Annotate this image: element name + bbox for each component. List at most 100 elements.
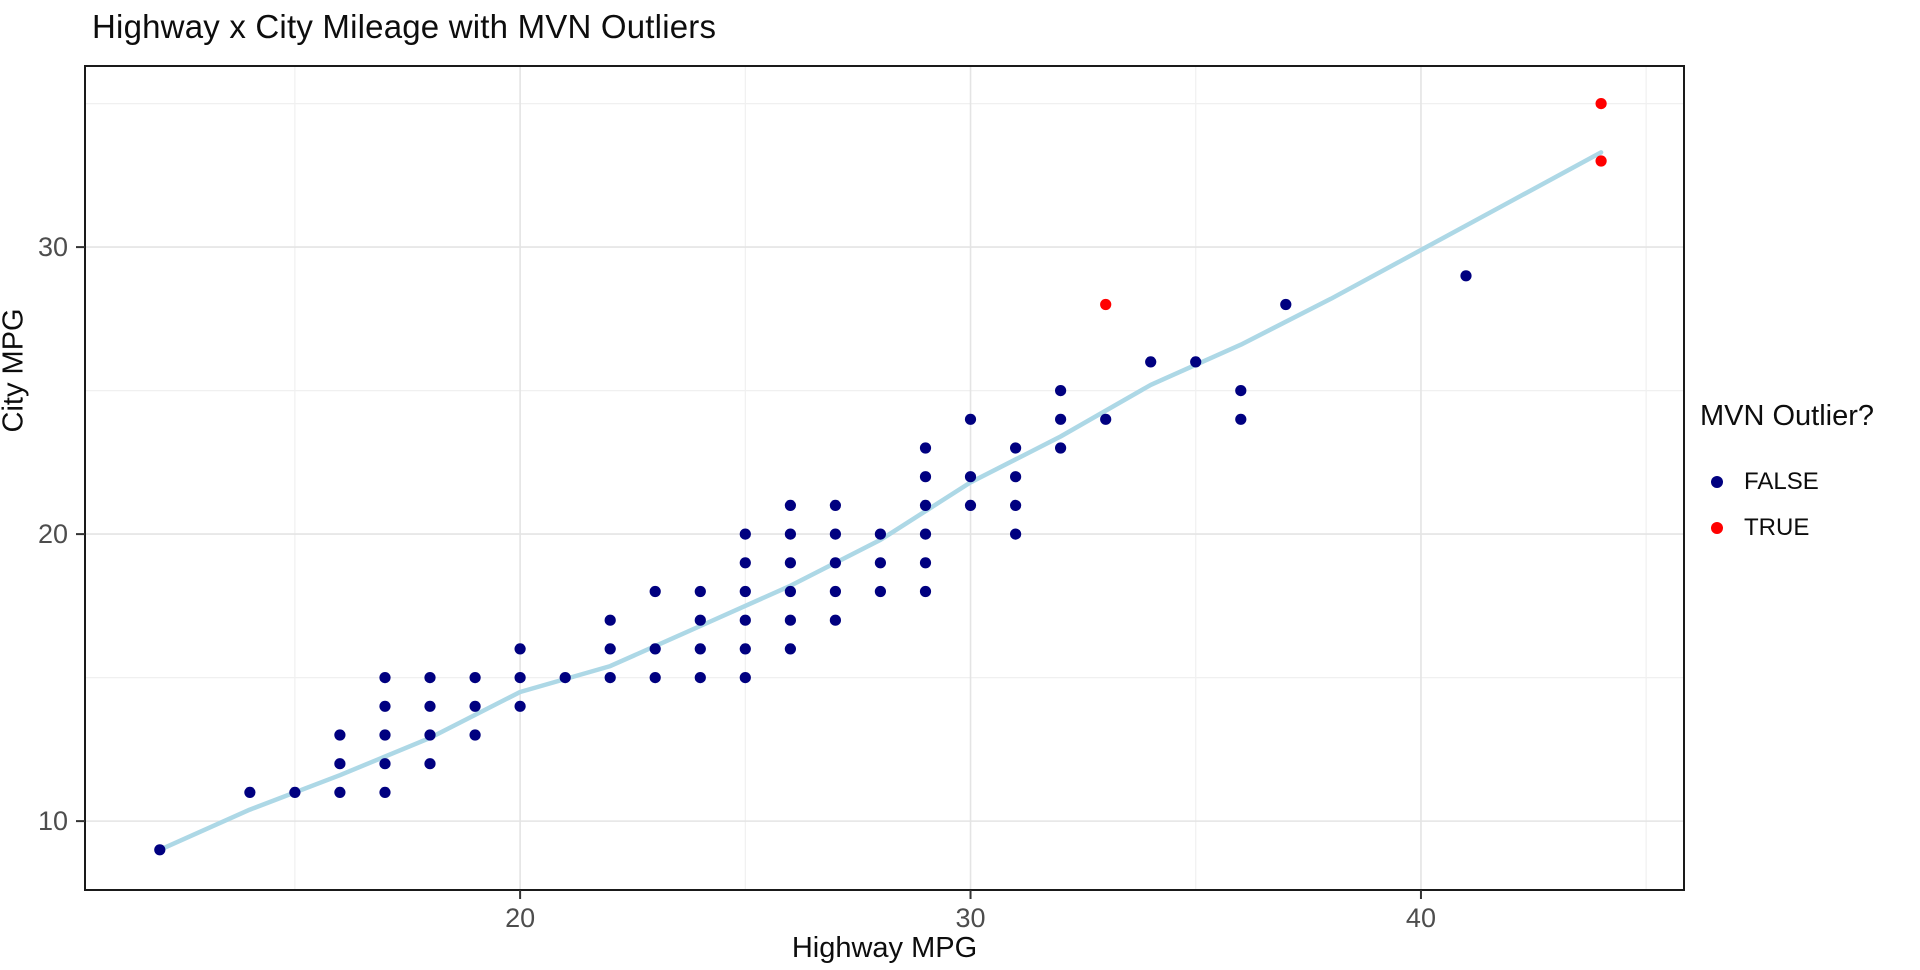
false-point-icon — [1711, 476, 1723, 488]
data-point-false — [469, 700, 481, 712]
data-point-false — [514, 672, 526, 684]
data-point-false — [829, 557, 842, 569]
legend: MVN Outlier? FALSE TRUE — [1700, 400, 1915, 551]
legend-title: MVN Outlier? — [1700, 400, 1875, 432]
data-point-false — [1010, 442, 1022, 454]
legend-item-true: TRUE — [1700, 505, 1915, 551]
data-point-false — [1010, 499, 1022, 511]
data-point-false — [604, 643, 616, 655]
x-tick-label: 30 — [956, 903, 986, 933]
x-tick-label: 20 — [505, 903, 535, 933]
data-point-false — [829, 585, 842, 598]
data-point-false — [739, 557, 751, 569]
data-point-false — [784, 614, 797, 626]
data-point-false — [739, 614, 751, 626]
data-point-false — [739, 585, 751, 598]
data-point-false — [1145, 356, 1157, 368]
data-point-false — [919, 585, 932, 598]
data-point-false — [424, 729, 436, 741]
data-point-false — [379, 672, 391, 684]
data-point-false — [829, 528, 842, 540]
legend-key-true — [1700, 511, 1734, 545]
data-point-false — [874, 528, 887, 540]
data-point-false — [784, 557, 797, 569]
data-point-false — [1235, 385, 1247, 397]
y-tick-label: 30 — [38, 232, 68, 262]
legend-item-false: FALSE — [1700, 459, 1915, 505]
data-point-false — [424, 672, 436, 684]
legend-key-false — [1700, 465, 1734, 499]
data-point-false — [334, 758, 346, 770]
data-point-false — [694, 672, 706, 684]
data-point-false — [919, 528, 932, 540]
data-point-false — [1280, 298, 1292, 311]
data-point-false — [604, 614, 616, 626]
data-point-false — [964, 471, 977, 483]
data-point-false — [379, 700, 391, 712]
data-point-false — [964, 413, 977, 425]
data-point-false — [649, 672, 661, 684]
data-point-false — [649, 643, 661, 655]
legend-label-true: TRUE — [1744, 514, 1810, 541]
data-point-false — [694, 643, 706, 655]
legend-label-false: FALSE — [1744, 468, 1819, 495]
y-tick-label: 10 — [38, 806, 68, 836]
y-tick-label: 20 — [38, 519, 68, 549]
data-point-false — [244, 786, 256, 799]
data-point-false — [514, 700, 526, 712]
data-point-false — [424, 758, 436, 770]
data-point-false — [1055, 442, 1067, 454]
plot-title: Highway x City Mileage with MVN Outliers — [92, 8, 717, 45]
data-point-false — [289, 786, 301, 799]
data-point-false — [514, 643, 526, 655]
data-point-false — [784, 643, 797, 655]
data-point-false — [739, 672, 751, 684]
data-point-false — [919, 557, 932, 569]
data-point-false — [739, 643, 751, 655]
data-point-false — [469, 729, 481, 741]
data-point-false — [784, 528, 797, 540]
data-point-false — [334, 786, 346, 799]
data-point-false — [919, 499, 932, 511]
y-axis-title: City MPG — [0, 308, 30, 433]
data-point-false — [694, 614, 706, 626]
panel-background — [85, 66, 1684, 890]
data-point-false — [784, 499, 797, 511]
data-point-false — [1010, 528, 1022, 540]
data-point-true — [1100, 298, 1112, 311]
data-point-false — [784, 585, 797, 598]
data-point-true — [1595, 98, 1607, 110]
data-point-false — [1460, 270, 1472, 282]
data-point-false — [739, 528, 751, 540]
x-tick-label: 40 — [1406, 903, 1436, 933]
data-point-false — [559, 672, 571, 684]
true-point-icon — [1711, 522, 1723, 534]
panel-border — [84, 65, 1685, 891]
data-point-false — [424, 700, 436, 712]
data-point-false — [334, 729, 346, 741]
data-point-false — [694, 585, 706, 598]
data-point-false — [1055, 385, 1067, 397]
data-point-false — [469, 672, 481, 684]
data-point-true — [1595, 155, 1607, 167]
data-point-false — [1235, 413, 1247, 425]
x-axis-title: Highway MPG — [791, 932, 978, 964]
data-point-false — [874, 585, 887, 598]
data-point-false — [154, 844, 166, 856]
data-point-false — [1190, 356, 1202, 368]
data-point-false — [379, 729, 391, 741]
data-point-false — [919, 471, 932, 483]
data-point-false — [1055, 413, 1067, 425]
loess-trend-line — [157, 150, 1604, 853]
data-point-false — [964, 499, 977, 511]
data-point-false — [919, 442, 932, 454]
data-point-false — [829, 614, 842, 626]
data-point-false — [604, 672, 616, 684]
data-point-false — [829, 499, 842, 511]
data-point-false — [379, 786, 391, 799]
data-point-false — [1010, 471, 1022, 483]
data-point-false — [649, 585, 661, 598]
data-point-false — [1100, 413, 1112, 425]
